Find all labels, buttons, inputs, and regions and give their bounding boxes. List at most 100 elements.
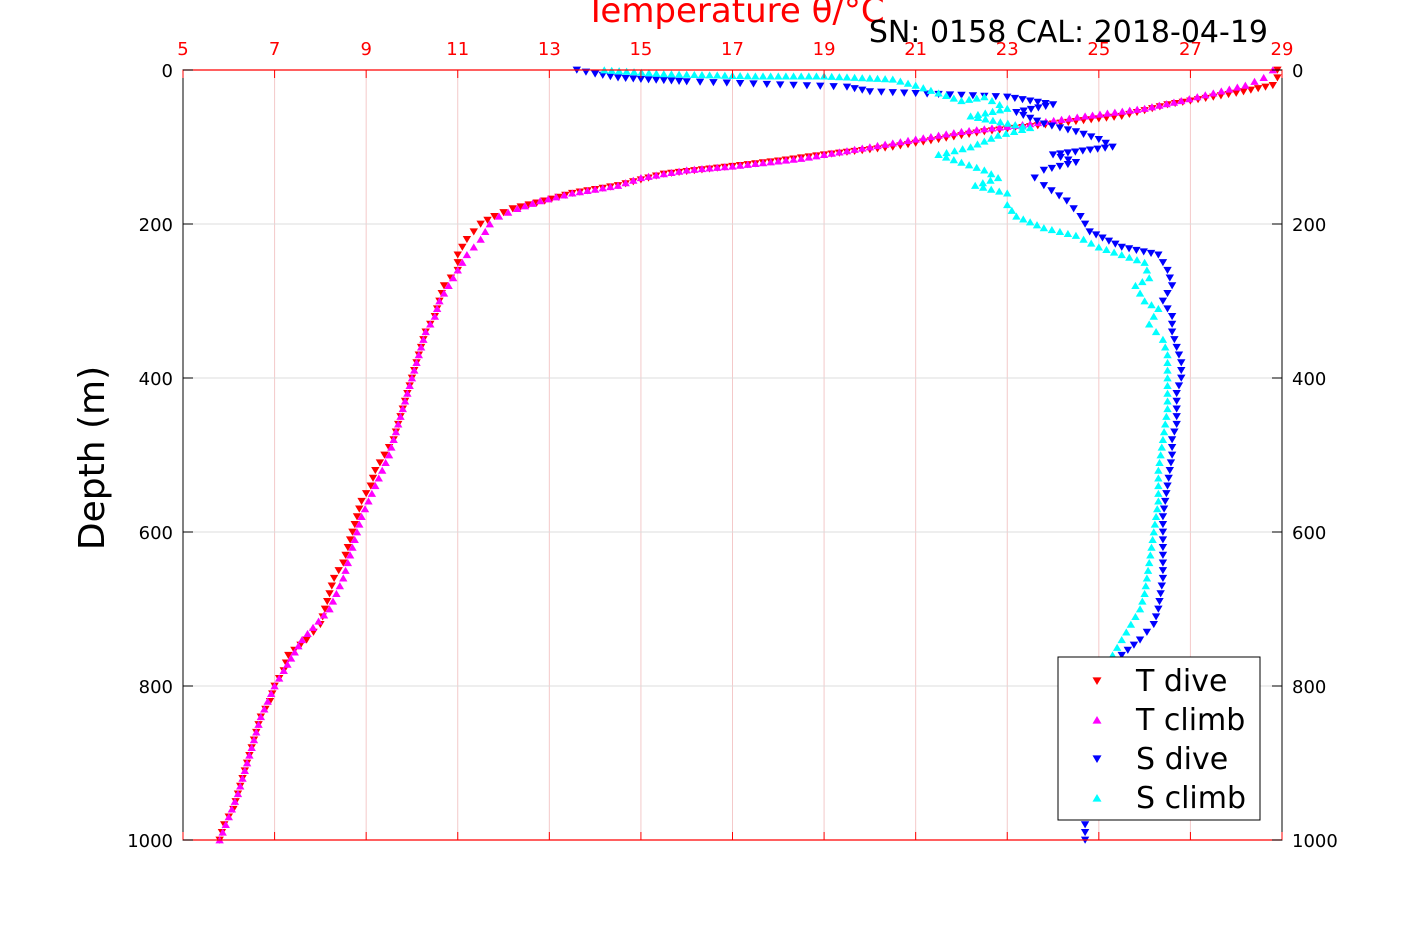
data-point-s-climb bbox=[1154, 304, 1163, 313]
data-point-t-climb bbox=[758, 159, 768, 167]
data-point-t-climb bbox=[751, 159, 760, 168]
data-point-s-dive bbox=[1025, 97, 1035, 105]
data-point-t-climb bbox=[374, 474, 383, 482]
legend-marker bbox=[1092, 793, 1102, 802]
data-point-t-climb bbox=[1132, 105, 1142, 113]
data-point-s-climb bbox=[980, 166, 989, 174]
data-point-t-dive bbox=[1232, 89, 1241, 97]
data-point-t-climb bbox=[1201, 91, 1210, 99]
data-point-t-climb bbox=[1125, 106, 1134, 114]
data-point-t-climb bbox=[774, 157, 783, 165]
data-point-t-climb bbox=[414, 351, 424, 359]
data-point-s-climb bbox=[995, 100, 1004, 109]
data-point-t-climb bbox=[319, 611, 329, 619]
y-tick-label-left: 200 bbox=[139, 215, 173, 236]
data-point-t-climb bbox=[819, 150, 829, 159]
data-point-t-climb bbox=[263, 697, 272, 705]
y-axis-label: Depth (m) bbox=[72, 366, 113, 550]
data-point-t-climb bbox=[403, 389, 412, 397]
data-point-s-dive bbox=[1063, 149, 1073, 157]
data-point-s-climb bbox=[1135, 605, 1145, 613]
y-tick-label-right: 0 bbox=[1292, 61, 1303, 82]
data-point-s-dive bbox=[1003, 93, 1012, 101]
data-point-s-climb bbox=[1135, 289, 1145, 297]
data-point-s-dive bbox=[900, 89, 909, 97]
y-tick-label-left: 0 bbox=[162, 61, 173, 82]
data-point-t-climb bbox=[941, 130, 951, 138]
data-point-t-climb bbox=[485, 220, 495, 228]
data-point-t-dive bbox=[483, 216, 492, 224]
data-point-t-climb bbox=[520, 202, 530, 210]
data-point-s-dive bbox=[1156, 590, 1165, 598]
data-point-t-climb bbox=[328, 597, 338, 605]
data-point-s-climb bbox=[827, 72, 836, 80]
data-point-s-dive bbox=[1158, 551, 1168, 559]
data-point-t-climb bbox=[766, 158, 775, 166]
y-tick-label-left: 1000 bbox=[127, 831, 173, 852]
legend-label: S dive bbox=[1136, 742, 1228, 777]
data-point-t-climb bbox=[957, 127, 966, 135]
data-point-s-climb bbox=[835, 73, 844, 81]
data-point-t-climb bbox=[789, 155, 798, 163]
data-point-t-climb bbox=[227, 805, 237, 813]
data-point-s-climb bbox=[1150, 520, 1160, 528]
data-point-s-dive bbox=[1093, 145, 1102, 153]
data-point-s-climb bbox=[981, 115, 990, 123]
data-point-t-climb bbox=[995, 123, 1004, 131]
data-point-t-climb bbox=[1118, 107, 1127, 115]
data-point-s-climb bbox=[858, 74, 867, 82]
data-point-t-climb bbox=[1025, 120, 1035, 128]
data-point-t-climb bbox=[1169, 98, 1179, 106]
data-point-t-climb bbox=[412, 358, 421, 366]
data-point-s-dive bbox=[1142, 628, 1152, 636]
data-point-s-climb bbox=[1156, 451, 1165, 459]
legend-marker bbox=[1092, 715, 1102, 724]
data-point-t-climb bbox=[964, 126, 974, 135]
data-point-s-climb bbox=[743, 72, 752, 80]
data-point-t-climb bbox=[1140, 104, 1149, 112]
data-point-s-dive bbox=[1048, 151, 1058, 159]
data-point-s-climb bbox=[842, 73, 852, 81]
data-point-s-dive bbox=[1063, 160, 1073, 169]
data-point-t-climb bbox=[247, 743, 256, 751]
data-point-s-dive bbox=[682, 78, 691, 86]
data-point-s-dive bbox=[1158, 559, 1168, 567]
data-point-s-dive bbox=[1167, 443, 1177, 452]
chart-title: Temperature θ/°C bbox=[584, 0, 884, 31]
data-point-s-climb bbox=[973, 140, 982, 148]
data-point-s-climb bbox=[873, 74, 882, 82]
data-point-t-climb bbox=[850, 145, 859, 153]
data-point-t-dive bbox=[375, 459, 385, 467]
data-point-t-dive bbox=[547, 195, 556, 203]
data-point-s-climb bbox=[1163, 351, 1172, 359]
data-point-t-climb bbox=[705, 164, 714, 172]
data-point-s-climb bbox=[942, 148, 951, 157]
data-point-s-dive bbox=[1163, 289, 1172, 298]
data-point-s-climb bbox=[1039, 224, 1049, 232]
data-point-t-climb bbox=[1193, 93, 1202, 101]
data-point-s-climb bbox=[1158, 435, 1168, 443]
data-point-t-climb bbox=[387, 443, 396, 451]
data-point-t-dive bbox=[343, 544, 353, 552]
data-point-s-dive bbox=[1129, 641, 1139, 649]
data-point-s-dive bbox=[1071, 128, 1081, 136]
x-tick-label: 27 bbox=[1179, 39, 1202, 60]
data-point-s-dive bbox=[1158, 544, 1168, 552]
data-point-t-climb bbox=[1241, 81, 1250, 89]
data-point-s-climb bbox=[1140, 297, 1149, 305]
data-point-s-dive bbox=[1010, 94, 1020, 103]
data-point-s-climb bbox=[1017, 125, 1027, 134]
data-point-s-dive bbox=[1124, 245, 1134, 253]
data-point-s-climb bbox=[1149, 312, 1158, 320]
data-point-t-climb bbox=[1155, 101, 1164, 109]
data-point-t-climb bbox=[279, 666, 288, 674]
data-point-s-climb bbox=[1087, 239, 1096, 247]
data-point-s-climb bbox=[1159, 428, 1169, 436]
y-tick-label-left: 400 bbox=[139, 369, 173, 390]
data-point-t-dive bbox=[1273, 74, 1282, 82]
data-point-t-climb bbox=[575, 188, 585, 196]
data-point-t-dive bbox=[345, 536, 355, 544]
data-point-s-dive bbox=[1163, 305, 1172, 313]
data-point-s-climb bbox=[987, 170, 996, 178]
data-point-s-dive bbox=[1158, 528, 1168, 536]
